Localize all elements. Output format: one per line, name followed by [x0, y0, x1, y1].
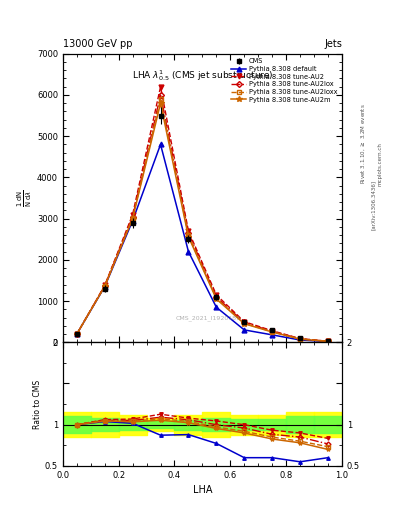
Pythia 8.308 tune-AU2m: [214, 296, 219, 302]
Y-axis label: Ratio to CMS: Ratio to CMS: [33, 379, 42, 429]
Pythia 8.308 default: [130, 218, 135, 224]
Pythia 8.308 tune-AU2loxx: [75, 331, 79, 337]
Line: Pythia 8.308 tune-AU2loxx: Pythia 8.308 tune-AU2loxx: [75, 97, 330, 344]
Pythia 8.308 default: [270, 332, 275, 338]
Text: CMS_2021_I1920187: CMS_2021_I1920187: [176, 315, 241, 321]
Pythia 8.308 tune-AU2loxx: [242, 320, 247, 326]
Pythia 8.308 tune-AU2loxx: [326, 338, 331, 345]
Pythia 8.308 tune-AU2lox: [186, 230, 191, 236]
Pythia 8.308 default: [102, 284, 107, 290]
Pythia 8.308 default: [75, 331, 79, 337]
Line: Pythia 8.308 tune-AU2lox: Pythia 8.308 tune-AU2lox: [75, 93, 330, 344]
Pythia 8.308 tune-AU2m: [242, 321, 247, 327]
Pythia 8.308 tune-AU2: [298, 335, 303, 342]
Pythia 8.308 tune-AU2lox: [75, 331, 79, 337]
Text: Rivet 3.1.10, $\geq$ 3.2M events: Rivet 3.1.10, $\geq$ 3.2M events: [360, 103, 367, 184]
Pythia 8.308 tune-AU2m: [186, 233, 191, 240]
Pythia 8.308 default: [214, 304, 219, 310]
Text: Jets: Jets: [324, 38, 342, 49]
Pythia 8.308 tune-AU2m: [326, 338, 331, 345]
Pythia 8.308 default: [158, 141, 163, 147]
Pythia 8.308 default: [242, 327, 247, 333]
Line: Pythia 8.308 tune-AU2m: Pythia 8.308 tune-AU2m: [74, 100, 331, 344]
Pythia 8.308 tune-AU2loxx: [270, 329, 275, 335]
Pythia 8.308 tune-AU2: [130, 211, 135, 218]
Pythia 8.308 tune-AU2lox: [270, 328, 275, 334]
Pythia 8.308 tune-AU2: [214, 292, 219, 298]
Pythia 8.308 tune-AU2: [242, 318, 247, 325]
Text: 13000 GeV pp: 13000 GeV pp: [63, 38, 132, 49]
Line: Pythia 8.308 default: Pythia 8.308 default: [74, 142, 331, 344]
Pythia 8.308 tune-AU2m: [102, 283, 107, 289]
Pythia 8.308 tune-AU2lox: [326, 338, 331, 345]
Pythia 8.308 tune-AU2lox: [102, 283, 107, 289]
Pythia 8.308 tune-AU2: [186, 228, 191, 234]
X-axis label: LHA: LHA: [193, 485, 212, 495]
Line: Pythia 8.308 tune-AU2: Pythia 8.308 tune-AU2: [74, 84, 331, 344]
Pythia 8.308 tune-AU2m: [75, 331, 79, 337]
Text: LHA $\lambda^{1}_{0.5}$ (CMS jet substructure): LHA $\lambda^{1}_{0.5}$ (CMS jet substru…: [132, 68, 273, 83]
Pythia 8.308 tune-AU2m: [130, 216, 135, 222]
Pythia 8.308 tune-AU2lox: [214, 294, 219, 300]
Text: mcplots.cern.ch: mcplots.cern.ch: [378, 142, 383, 186]
Pythia 8.308 default: [298, 337, 303, 343]
Pythia 8.308 tune-AU2loxx: [186, 232, 191, 238]
Pythia 8.308 tune-AU2loxx: [102, 283, 107, 289]
Pythia 8.308 tune-AU2loxx: [298, 336, 303, 342]
Pythia 8.308 tune-AU2: [75, 331, 79, 337]
Pythia 8.308 default: [186, 248, 191, 254]
Legend: CMS, Pythia 8.308 default, Pythia 8.308 tune-AU2, Pythia 8.308 tune-AU2lox, Pyth: CMS, Pythia 8.308 default, Pythia 8.308 …: [229, 56, 340, 105]
Pythia 8.308 tune-AU2: [158, 83, 163, 90]
Pythia 8.308 tune-AU2lox: [242, 319, 247, 326]
Text: [arXiv:1306.3436]: [arXiv:1306.3436]: [371, 180, 376, 230]
Pythia 8.308 tune-AU2lox: [130, 214, 135, 220]
Pythia 8.308 tune-AU2loxx: [158, 96, 163, 102]
Pythia 8.308 tune-AU2: [102, 282, 107, 288]
Pythia 8.308 tune-AU2m: [270, 329, 275, 335]
Pythia 8.308 tune-AU2: [270, 328, 275, 334]
Pythia 8.308 tune-AU2loxx: [214, 295, 219, 301]
Pythia 8.308 tune-AU2m: [158, 100, 163, 106]
Y-axis label: $\frac{1}{\mathrm{N}}\frac{\mathrm{d}\mathrm{N}}{\mathrm{d}\lambda}$: $\frac{1}{\mathrm{N}}\frac{\mathrm{d}\ma…: [16, 189, 34, 207]
Pythia 8.308 tune-AU2: [326, 338, 331, 344]
Pythia 8.308 tune-AU2lox: [158, 92, 163, 98]
Pythia 8.308 tune-AU2m: [298, 336, 303, 342]
Pythia 8.308 tune-AU2loxx: [130, 215, 135, 221]
Pythia 8.308 default: [326, 338, 331, 345]
Pythia 8.308 tune-AU2lox: [298, 336, 303, 342]
